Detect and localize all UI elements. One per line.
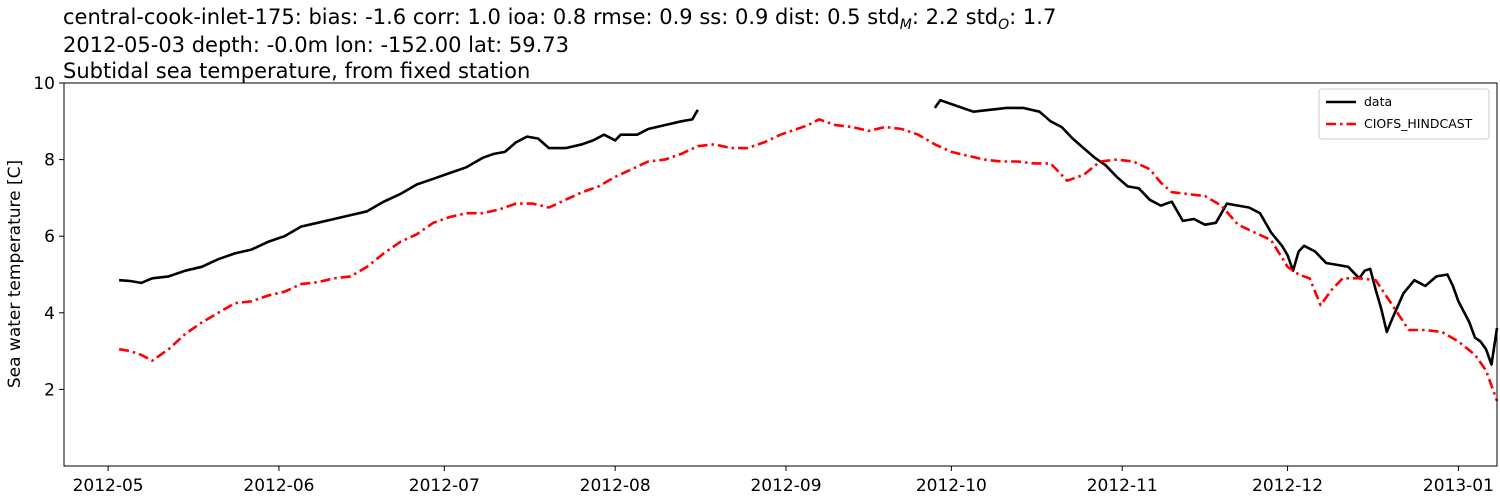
x-tick-label: 2013-01 bbox=[1423, 476, 1494, 496]
series-line-data-segment-2 bbox=[933, 98, 1499, 366]
x-tick-label: 2012-05 bbox=[73, 476, 144, 496]
x-tick-label: 2012-09 bbox=[750, 476, 821, 496]
legend-label-data: data bbox=[1364, 94, 1392, 109]
series-line-ciofs-hindcast-segment-1 bbox=[118, 118, 1499, 402]
std-o-value: : 1.7 bbox=[1009, 5, 1056, 29]
legend-box bbox=[1318, 88, 1490, 140]
series-line-data-segment-1 bbox=[119, 109, 699, 285]
x-axis: 2012-05 2012-06 2012-07 2012-08 2012-09 2012-… bbox=[73, 466, 1494, 496]
y-tick-label: 4 bbox=[44, 304, 55, 324]
y-tick-label: 6 bbox=[44, 227, 55, 247]
y-axis: 2 4 6 8 10 bbox=[33, 74, 64, 400]
y-axis-label: Sea water temperature [C] bbox=[5, 160, 25, 388]
x-tick-label: 2012-12 bbox=[1252, 476, 1323, 496]
std-m-value: : 2.2 std bbox=[912, 5, 998, 29]
x-tick-label: 2012-07 bbox=[409, 476, 480, 496]
x-tick-label: 2012-06 bbox=[243, 476, 314, 496]
x-tick-label: 2012-10 bbox=[916, 476, 987, 496]
y-tick-label: 8 bbox=[44, 151, 55, 171]
x-tick-label: 2012-08 bbox=[580, 476, 651, 496]
chart-title-line-2: 2012-05-03 depth: -0.0m lon: -152.00 lat… bbox=[63, 33, 569, 57]
legend-label-ciofs-hindcast: CIOFS_HINDCAST bbox=[1364, 116, 1473, 131]
legend: data CIOFS_HINDCAST bbox=[1318, 88, 1490, 140]
plot-area bbox=[118, 98, 1499, 402]
y-tick-label: 10 bbox=[33, 74, 55, 94]
std-m-subscript: M bbox=[900, 17, 912, 33]
x-tick-label: 2012-11 bbox=[1087, 476, 1158, 496]
chart-title-line-1: central-cook-inlet-175: bias: -1.6 corr:… bbox=[63, 5, 1056, 33]
axes-frame bbox=[63, 82, 1498, 467]
chart-title-line-3: Subtidal sea temperature, from fixed sta… bbox=[63, 59, 530, 83]
std-o-subscript: O bbox=[998, 17, 1009, 33]
y-tick-label: 2 bbox=[44, 380, 55, 400]
